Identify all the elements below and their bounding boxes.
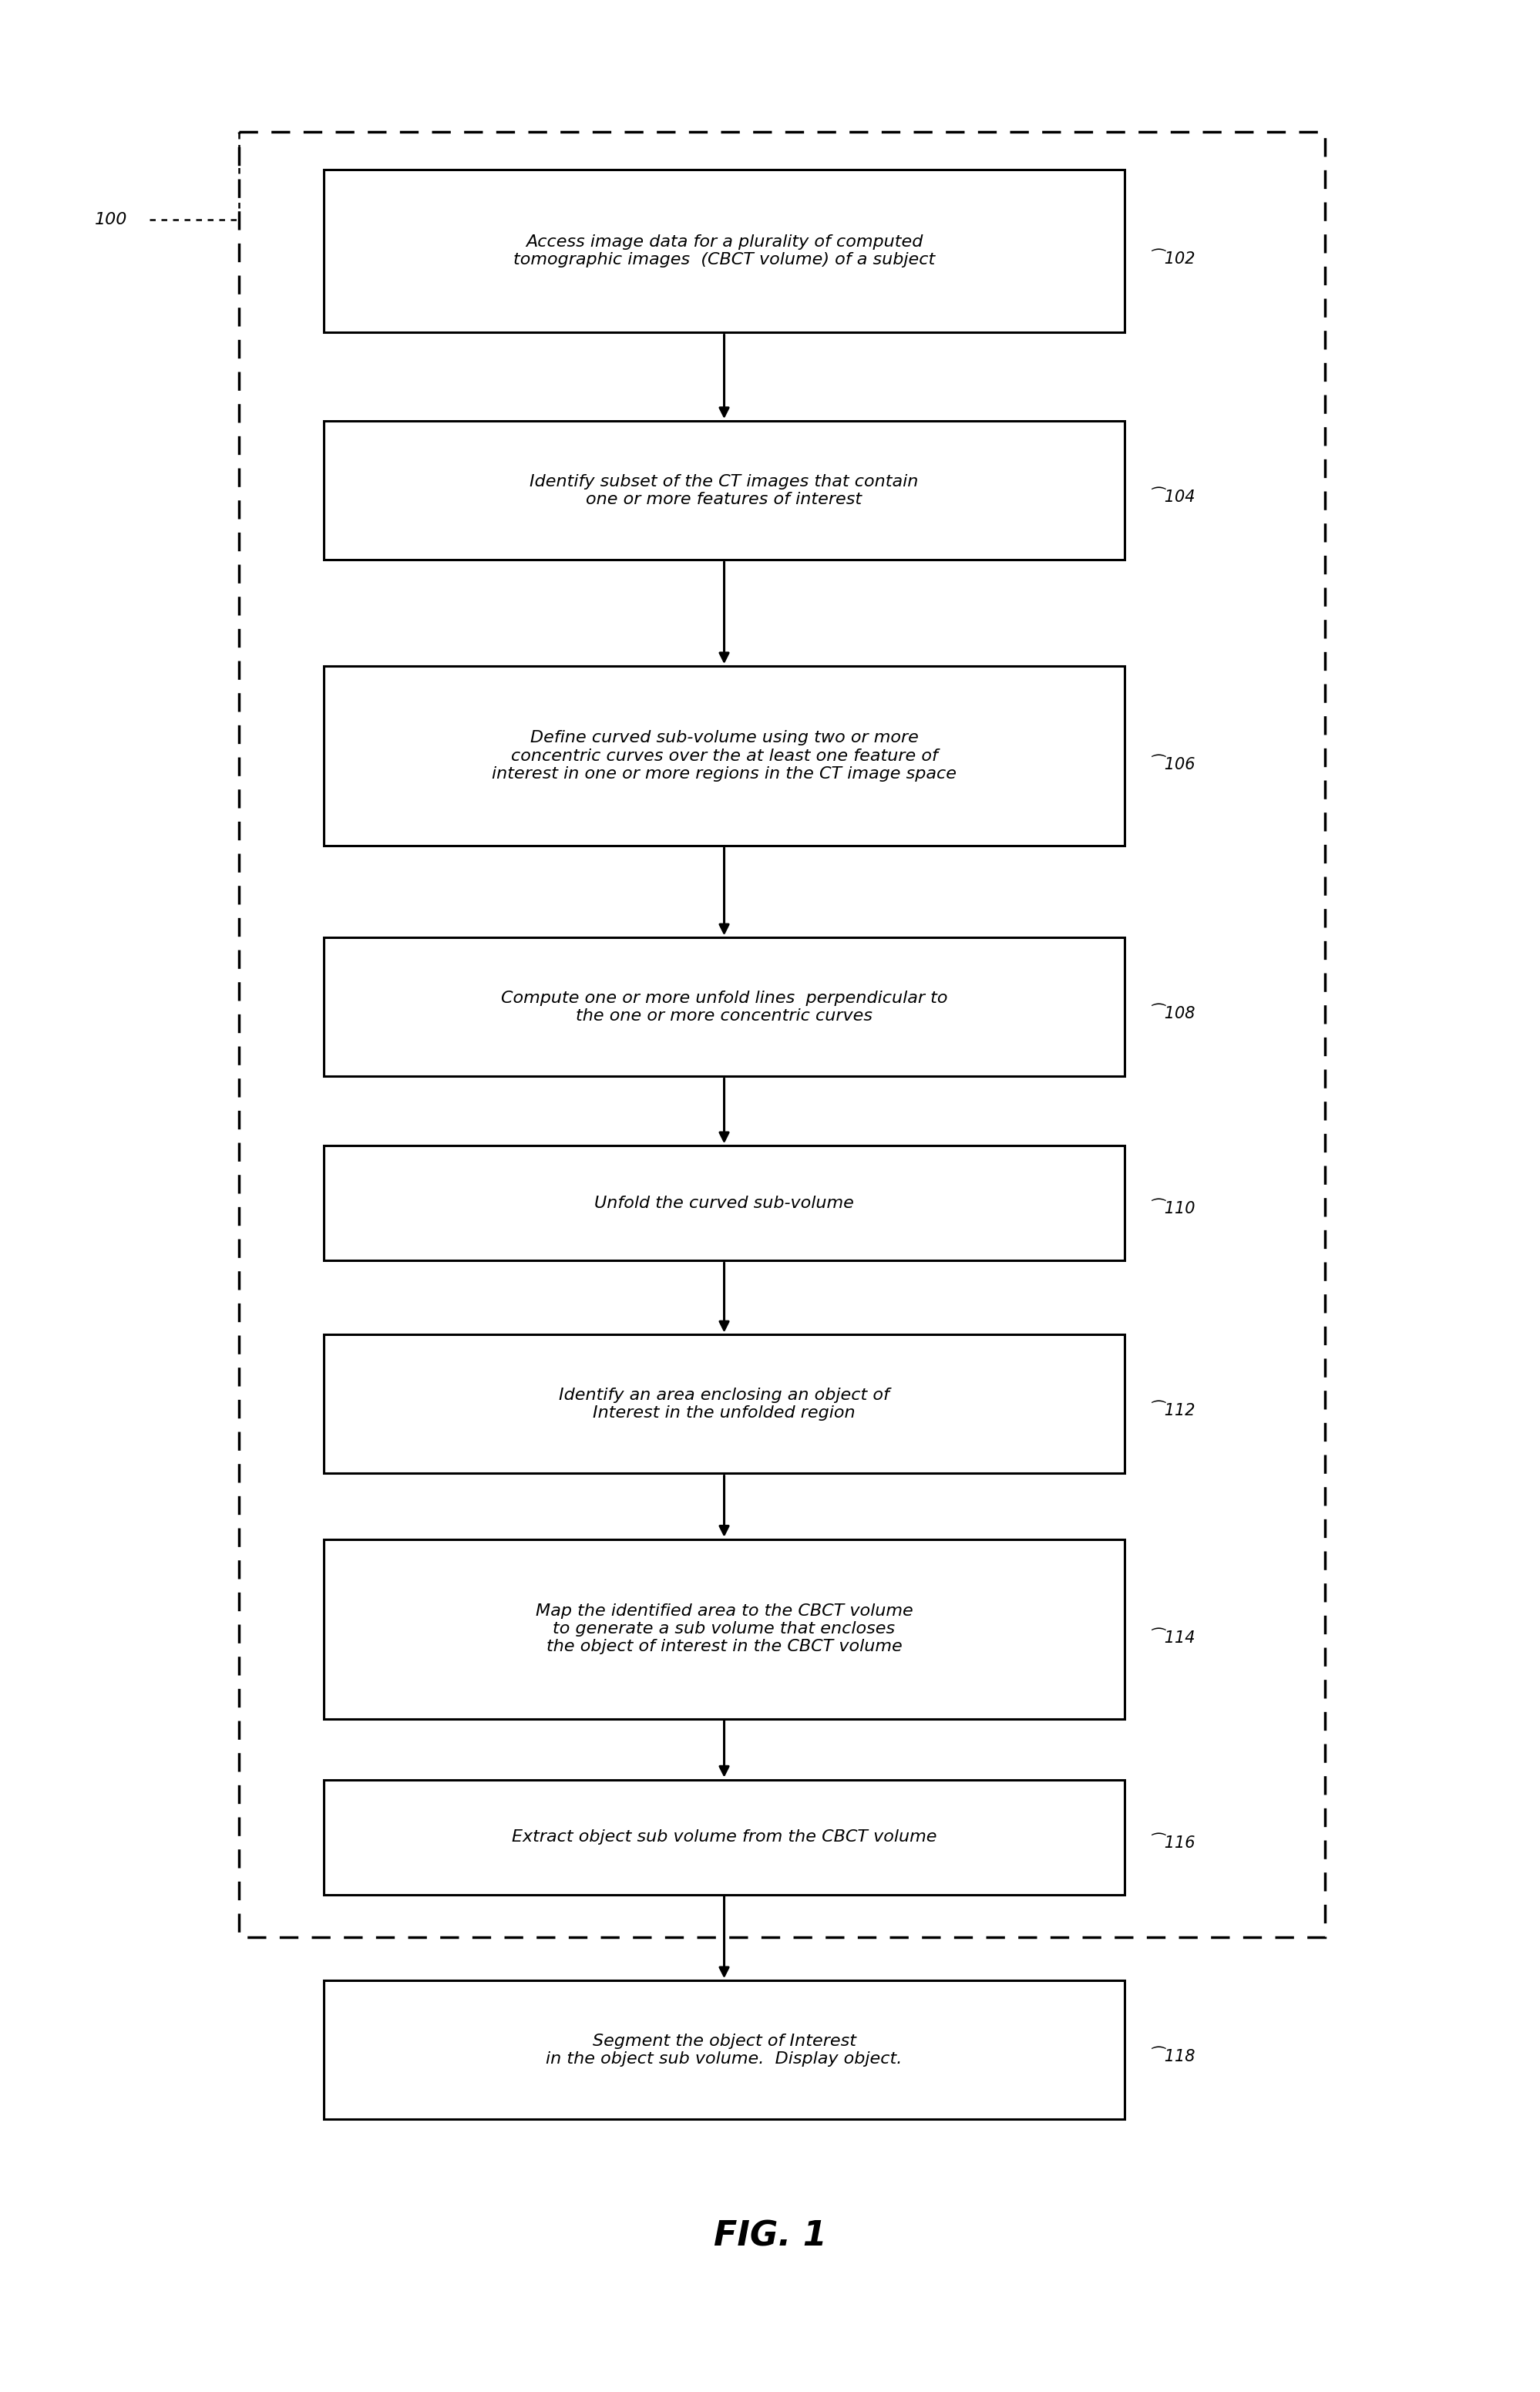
Text: Extract object sub volume from the CBCT volume: Extract object sub volume from the CBCT … <box>511 1830 936 1844</box>
Bar <box>323 1540 1124 1717</box>
Text: Identify an area enclosing an object of
Interest in the unfolded region: Identify an area enclosing an object of … <box>559 1387 889 1421</box>
Bar <box>323 170 1124 332</box>
Bar <box>323 1780 1124 1894</box>
Text: ⁀108: ⁀108 <box>1152 1007 1195 1021</box>
Bar <box>323 1335 1124 1473</box>
Text: Define curved sub-volume using two or more
concentric curves over the at least o: Define curved sub-volume using two or mo… <box>491 730 956 782</box>
Text: ⁀104: ⁀104 <box>1152 490 1195 505</box>
Text: Unfold the curved sub-volume: Unfold the curved sub-volume <box>594 1196 853 1210</box>
Text: Identify subset of the CT images that contain
one or more features of interest: Identify subset of the CT images that co… <box>530 474 918 507</box>
Text: ⁀102: ⁀102 <box>1152 251 1195 268</box>
Text: 100: 100 <box>94 213 128 227</box>
Bar <box>323 421 1124 560</box>
Text: FIG. 1: FIG. 1 <box>713 2220 827 2253</box>
Text: ⁀118: ⁀118 <box>1152 2050 1195 2064</box>
Text: ⁀110: ⁀110 <box>1152 1201 1195 1218</box>
Bar <box>323 1981 1124 2119</box>
Text: Map the identified area to the CBCT volume
to generate a sub volume that enclose: Map the identified area to the CBCT volu… <box>536 1603 912 1655</box>
Text: Segment the object of Interest
in the object sub volume.  Display object.: Segment the object of Interest in the ob… <box>545 2033 902 2067</box>
Bar <box>323 1146 1124 1261</box>
Text: ⁀114: ⁀114 <box>1152 1631 1195 1646</box>
Bar <box>323 938 1124 1076</box>
Text: Compute one or more unfold lines  perpendicular to
the one or more concentric cu: Compute one or more unfold lines perpend… <box>500 990 947 1024</box>
Text: Access image data for a plurality of computed
tomographic images  (CBCT volume) : Access image data for a plurality of com… <box>513 234 935 268</box>
Text: ⁀116: ⁀116 <box>1152 1835 1195 1851</box>
Bar <box>239 132 1324 1938</box>
Bar <box>323 665 1124 844</box>
Text: ⁀106: ⁀106 <box>1152 758 1195 773</box>
Text: ⁀112: ⁀112 <box>1152 1404 1195 1418</box>
